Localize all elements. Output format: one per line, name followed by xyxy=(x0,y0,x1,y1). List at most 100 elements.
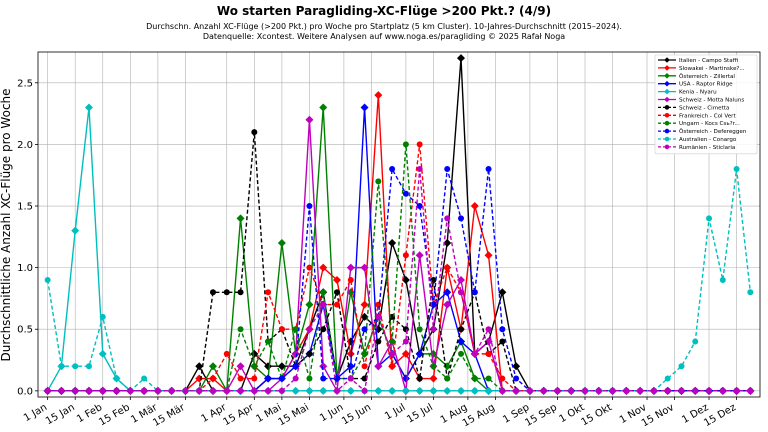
data-point xyxy=(58,387,65,394)
data-point xyxy=(98,349,107,358)
legend-label: Österreich - Zillertal xyxy=(679,73,735,80)
data-point xyxy=(361,363,368,370)
plot-frame xyxy=(37,51,761,398)
data-point xyxy=(471,289,478,296)
legend-entry: Frankreich - Col Vert xyxy=(658,113,736,119)
data-point xyxy=(195,362,204,371)
data-point xyxy=(389,166,396,173)
data-point xyxy=(320,387,327,394)
data-point xyxy=(430,326,437,333)
data-point xyxy=(168,387,175,394)
legend-label: Ungarn - Kocs Csь?r... xyxy=(679,121,740,127)
legend-marker xyxy=(664,144,670,150)
data-point xyxy=(706,387,713,394)
data-point xyxy=(540,387,547,394)
data-point xyxy=(401,275,410,284)
legend-entry: Ungarn - Kocs Csь?r... xyxy=(658,120,740,127)
legend-label: Schweiz - Cimetta xyxy=(679,105,729,111)
data-point xyxy=(444,166,451,173)
data-point xyxy=(319,103,328,112)
data-point xyxy=(182,387,189,394)
data-point xyxy=(664,375,671,382)
data-point xyxy=(444,264,451,271)
data-point xyxy=(402,190,409,197)
data-point xyxy=(251,387,258,394)
data-point xyxy=(678,387,685,394)
data-point xyxy=(306,203,313,210)
data-point xyxy=(402,338,409,345)
data-point xyxy=(277,362,286,371)
series-12 xyxy=(44,166,754,394)
data-point xyxy=(470,202,479,211)
legend-label: USA - Raptor Ridge xyxy=(679,82,733,88)
legend-label: Österreich - Defereggen xyxy=(679,128,747,135)
data-point xyxy=(196,387,203,394)
data-point xyxy=(347,375,354,382)
data-point xyxy=(747,387,754,394)
data-point xyxy=(678,363,685,370)
legend-box xyxy=(654,54,758,155)
legend-marker xyxy=(664,57,670,63)
chart-subtitle-line-1: Durchschn. Anzahl XC-Flüge (>200 Pkt.) p… xyxy=(146,22,622,31)
data-point xyxy=(458,350,465,357)
data-point xyxy=(361,375,368,382)
series-layer xyxy=(43,54,755,395)
data-point xyxy=(609,387,616,394)
data-point xyxy=(305,115,314,124)
data-point xyxy=(443,288,452,297)
legend-entry: Österreich - Defereggen xyxy=(658,128,747,135)
legend-marker xyxy=(664,105,670,110)
data-point xyxy=(430,363,437,370)
series-line xyxy=(47,168,751,392)
data-point xyxy=(292,387,299,394)
data-point xyxy=(402,252,409,259)
data-point xyxy=(223,387,230,394)
legend-entry: USA - Raptor Ridge xyxy=(658,80,733,88)
legend-marker xyxy=(664,120,670,126)
data-point xyxy=(430,387,437,394)
data-point xyxy=(458,289,465,296)
data-point xyxy=(85,363,92,370)
data-point xyxy=(416,387,423,394)
x-tick-label: 15 Mai xyxy=(276,402,310,428)
data-point xyxy=(347,387,354,394)
data-point xyxy=(415,349,424,358)
data-point xyxy=(389,338,396,345)
legend-marker xyxy=(664,88,670,95)
series-line xyxy=(47,57,751,392)
data-point xyxy=(444,215,451,222)
legend-entry: Schweiz - Cimetta xyxy=(658,105,729,111)
y-tick-label: 1.5 xyxy=(17,202,33,213)
data-point xyxy=(360,263,369,272)
data-point xyxy=(113,375,120,382)
data-point xyxy=(278,387,285,394)
grid-lines xyxy=(38,52,760,397)
data-point xyxy=(347,276,354,283)
data-point xyxy=(402,326,409,333)
data-point xyxy=(692,387,699,394)
x-tick-label: 15 Okt xyxy=(580,402,615,428)
data-point xyxy=(471,387,478,394)
data-point xyxy=(306,375,313,382)
legend-marker xyxy=(664,113,670,118)
legend-label: Italien - Campo Staffi xyxy=(679,58,738,64)
legend-entry: Australien - Conargo xyxy=(658,136,737,143)
data-point xyxy=(664,387,671,394)
data-point xyxy=(154,387,161,394)
data-point xyxy=(416,203,423,210)
legend-marker xyxy=(664,128,670,134)
data-point xyxy=(305,300,314,309)
data-point xyxy=(568,387,575,394)
data-point xyxy=(443,238,452,247)
data-point xyxy=(306,326,313,333)
data-point xyxy=(361,326,368,333)
data-point xyxy=(444,387,451,394)
legend-entry: Slowakei - Martinske?... xyxy=(658,65,745,72)
legend-entry: Österreich - Zillertal xyxy=(658,73,735,80)
data-point xyxy=(72,363,79,370)
legend-entry: Rumänien - Sticlaria xyxy=(658,144,735,151)
data-point xyxy=(471,375,478,382)
y-tick-label: 0.0 xyxy=(17,386,33,397)
data-point xyxy=(375,313,382,320)
data-point xyxy=(719,276,726,283)
